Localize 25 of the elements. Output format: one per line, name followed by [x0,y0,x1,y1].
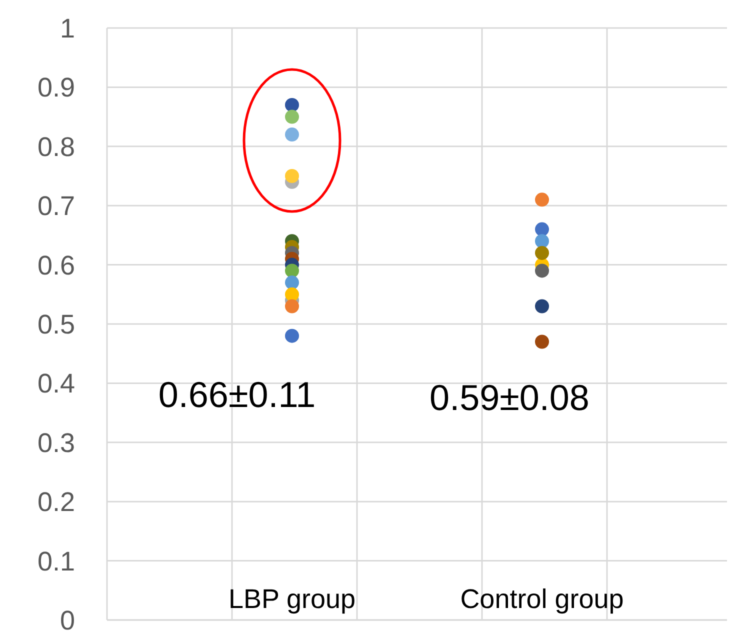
point [285,276,299,290]
y-tick-label: 0 [60,605,75,633]
y-tick-label: 0.3 [37,428,75,458]
point [285,110,299,124]
point [535,264,549,278]
point [285,98,299,112]
y-tick-label: 0.7 [37,191,75,222]
point [285,328,299,343]
y-tick-label: 0.1 [37,546,75,576]
point [285,299,299,314]
point [285,287,299,302]
annotation: 0.59±0.08 [430,376,590,418]
y-tick-label: 0.5 [37,309,75,340]
point [285,264,299,278]
y-tick-label: 0.4 [37,368,75,399]
annotation: 0.66±0.11 [158,374,316,415]
y-tick-label: 0.8 [37,132,75,162]
point [285,169,299,183]
x-tick-label: Control group [460,584,624,614]
x-tick-label: LBP group [228,584,356,614]
y-tick-label: 0.6 [37,250,75,280]
y-tick-label: 0.9 [37,72,75,103]
point [285,128,299,142]
y-tick-label: 1 [60,13,75,44]
y-tick-label: 0.2 [37,487,75,518]
